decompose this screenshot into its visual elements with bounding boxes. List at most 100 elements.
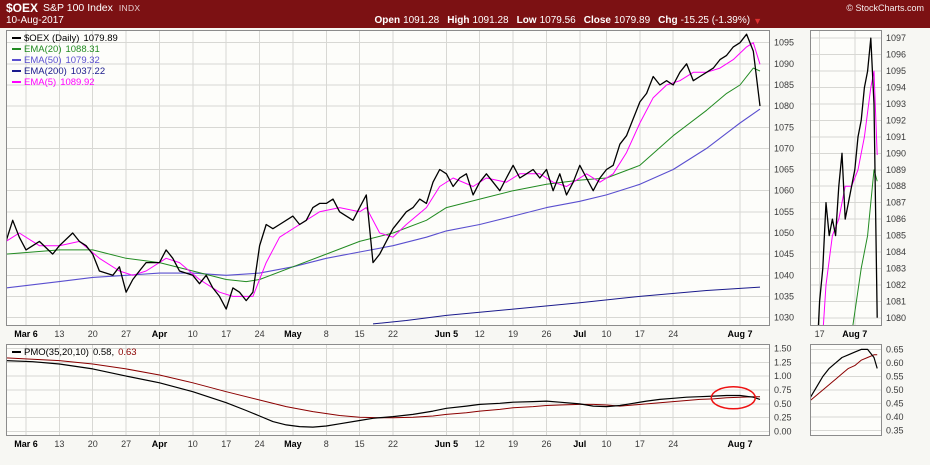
svg-text:10: 10 — [188, 329, 198, 339]
svg-text:1090: 1090 — [886, 148, 906, 158]
quote-high: High 1091.28 — [447, 15, 509, 26]
svg-text:0.25: 0.25 — [774, 413, 792, 423]
legend-label: PMO(35,20,10) — [24, 347, 89, 358]
series-swatch — [12, 37, 21, 40]
series-lines — [817, 37, 878, 326]
x-axis-labels: 17 Aug 7 — [815, 329, 868, 339]
main-legend: $OEX (Daily) 1079.89 EMA(20) 1088.31 EMA(5… — [12, 33, 118, 88]
quote-low: Low 1079.56 — [516, 15, 576, 26]
symbol-name: S&P 100 Index — [43, 2, 113, 14]
svg-text:20: 20 — [88, 439, 98, 449]
svg-text:Jul: Jul — [573, 439, 586, 449]
svg-text:Jul: Jul — [573, 329, 586, 339]
svg-text:24: 24 — [255, 329, 265, 339]
exchange-label: INDX — [118, 3, 141, 13]
svg-text:1096: 1096 — [886, 50, 906, 60]
y-axis-labels: 0.35 0.40 0.45 0.50 0.55 0.60 0.65 — [886, 344, 904, 435]
quote-strip: Open 1091.28 High 1091.28 Low 1079.56 Cl… — [375, 15, 763, 27]
legend-item-ema200: EMA(200) 1037.22 — [12, 66, 118, 77]
svg-text:26: 26 — [541, 329, 551, 339]
svg-text:12: 12 — [475, 439, 485, 449]
legend-value: 1089.92 — [60, 77, 95, 88]
svg-text:1087: 1087 — [886, 198, 906, 208]
svg-text:17: 17 — [635, 439, 645, 449]
svg-text:0.50: 0.50 — [886, 385, 904, 395]
svg-text:27: 27 — [121, 439, 131, 449]
svg-text:1090: 1090 — [774, 59, 794, 69]
legend-item-pmo: PMO(35,20,10) 0.58, 0.63 — [12, 347, 137, 358]
svg-text:1085: 1085 — [774, 80, 794, 90]
svg-text:1075: 1075 — [774, 122, 794, 132]
quote-close: Close 1079.89 — [583, 15, 651, 26]
pmo-indicator-chart: 0.00 0.25 0.50 0.75 1.00 1.25 1.50 Mar 6 13 20 27 A… — [6, 344, 792, 449]
change-down-triangle-icon: ▼ — [753, 16, 762, 26]
svg-text:0.00: 0.00 — [774, 427, 792, 437]
series-swatch — [12, 81, 21, 84]
legend-value: 1079.89 — [83, 33, 118, 44]
y-axis-labels: 1030 1035 1040 1045 1050 1055 1060 1065 1070 1075… — [774, 38, 794, 323]
legend-value-signal: 0.63 — [118, 347, 137, 358]
svg-text:1070: 1070 — [774, 143, 794, 153]
svg-text:1045: 1045 — [774, 249, 794, 259]
quote-open: Open 1091.28 — [374, 15, 440, 26]
header-title-row: $OEX S&P 100 Index INDX © StockCharts.co… — [0, 0, 930, 15]
quote-change: Chg -15.25 (-1.39%) ▼ — [658, 15, 762, 26]
svg-text:26: 26 — [541, 439, 551, 449]
svg-text:1080: 1080 — [774, 101, 794, 111]
series-lines — [6, 33, 761, 325]
legend-item-ema50: EMA(50) 1079.32 — [12, 55, 118, 66]
svg-text:Aug 7: Aug 7 — [842, 329, 867, 339]
header-quote-row: 10-Aug-2017 Open 1091.28 High 1091.28 Lo… — [0, 15, 930, 28]
svg-text:27: 27 — [121, 329, 131, 339]
svg-text:Aug 7: Aug 7 — [727, 329, 752, 339]
legend-item-oex: $OEX (Daily) 1079.89 — [12, 33, 118, 44]
legend-value: 1079.32 — [65, 55, 100, 66]
svg-text:20: 20 — [88, 329, 98, 339]
svg-text:1.50: 1.50 — [774, 344, 792, 353]
legend-value: 1037.22 — [70, 66, 106, 77]
svg-text:1092: 1092 — [886, 115, 906, 125]
x-axis-labels: Mar 6 13 20 27 Apr 10 17 24 May 8 15 22 Jun 5 12 19 26 J… — [14, 329, 752, 339]
legend-item-ema5: EMA(5) 1089.92 — [12, 77, 118, 88]
svg-text:0.55: 0.55 — [886, 372, 904, 382]
legend-label: EMA(200) — [24, 66, 67, 77]
svg-text:1.00: 1.00 — [774, 371, 792, 381]
zoom-pmo-chart: 0.35 0.40 0.45 0.50 0.55 0.60 0.65 — [810, 344, 904, 436]
svg-text:12: 12 — [475, 329, 485, 339]
svg-text:0.60: 0.60 — [886, 358, 904, 368]
legend-item-ema20: EMA(20) 1088.31 — [12, 44, 118, 55]
gridlines — [810, 348, 882, 432]
svg-text:1065: 1065 — [774, 165, 794, 175]
svg-text:17: 17 — [221, 439, 231, 449]
svg-text:0.40: 0.40 — [886, 412, 904, 422]
svg-text:15: 15 — [355, 329, 365, 339]
highlight-ellipse — [710, 386, 757, 410]
svg-text:0.45: 0.45 — [886, 399, 904, 409]
series-lines — [6, 357, 761, 428]
x-axis-labels: Mar 6 13 20 27 Apr 10 17 24 May 8 15 22 Jun 5 12 19 26 J… — [14, 439, 752, 449]
svg-text:1035: 1035 — [774, 291, 794, 301]
main-price-chart: 1030 1035 1040 1045 1050 1055 1060 1065 1070 1075… — [6, 30, 794, 339]
zoom-price-chart: 1080 1081 1082 1083 1084 1085 1086 1087 1088 1089… — [810, 30, 906, 339]
svg-text:Mar 6: Mar 6 — [14, 329, 38, 339]
y-axis-labels: 1080 1081 1082 1083 1084 1085 1086 1087 1088 1089… — [886, 33, 906, 323]
svg-text:19: 19 — [508, 439, 518, 449]
svg-text:1030: 1030 — [774, 313, 794, 323]
svg-text:13: 13 — [54, 329, 64, 339]
svg-text:24: 24 — [255, 439, 265, 449]
svg-text:8: 8 — [324, 439, 329, 449]
svg-text:17: 17 — [221, 329, 231, 339]
copyright: © StockCharts.com — [846, 3, 924, 13]
svg-text:24: 24 — [668, 439, 678, 449]
chart-date: 10-Aug-2017 — [6, 15, 64, 26]
svg-text:1080: 1080 — [886, 313, 906, 323]
legend-label: EMA(5) — [24, 77, 57, 88]
svg-text:Jun 5: Jun 5 — [435, 329, 459, 339]
legend-label: EMA(50) — [24, 55, 62, 66]
svg-text:1081: 1081 — [886, 296, 906, 306]
series-lines — [810, 348, 878, 402]
series-swatch — [12, 48, 21, 51]
svg-text:17: 17 — [635, 329, 645, 339]
svg-text:Aug 7: Aug 7 — [727, 439, 752, 449]
